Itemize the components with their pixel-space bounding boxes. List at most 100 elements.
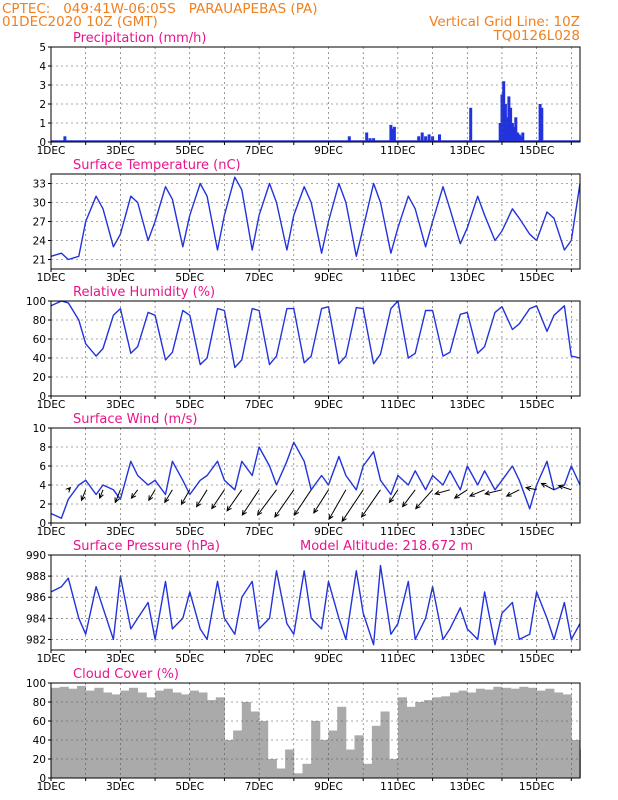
- precipitation-bar: [427, 134, 431, 142]
- cloud-cover-bar: [189, 690, 199, 778]
- precipitation-bar: [389, 124, 393, 142]
- cloud-cover-bar: [146, 697, 156, 779]
- humidity-xtick-label: 1DEC: [37, 399, 66, 411]
- wind-wind-arrow: [468, 489, 485, 497]
- cloud-cover-xtick-label: 11DEC: [380, 781, 415, 793]
- pressure-ytick-label: 982: [26, 634, 46, 646]
- precipitation-xtick-label: 9DEC: [314, 145, 343, 157]
- wind-wind-arrow: [328, 489, 347, 521]
- humidity-xtick-label: 9DEC: [314, 399, 343, 411]
- cloud-cover-frame: [50, 682, 581, 779]
- precipitation-xtick-label: 3DEC: [106, 145, 135, 157]
- cloud-cover-bar: [441, 696, 451, 778]
- precipitation-xtick-label: 7DEC: [245, 145, 274, 157]
- wind-title: Surface Wind (m/s): [73, 412, 197, 427]
- cloud-cover-bar: [449, 692, 459, 778]
- cloud-cover-bar: [328, 730, 338, 778]
- cloud-cover-ytick-label: 100: [26, 678, 46, 690]
- temperature-xtick-label: 9DEC: [314, 272, 343, 284]
- temperature-ytick-label: 24: [33, 236, 47, 248]
- cloud-cover-bar: [467, 692, 477, 778]
- header-model: TQ0126L028: [492, 28, 580, 44]
- temperature-panel: 21 24 27 30 33 1DEC 3DEC 5DEC 7DEC 9DEC 11DEC 13DEC…: [33, 158, 581, 284]
- wind-xtick-label: 7DEC: [245, 526, 274, 538]
- cloud-cover-bar: [406, 706, 416, 779]
- wind-wind-arrow: [241, 489, 260, 516]
- precipitation-xtick-label: 13DEC: [450, 145, 485, 157]
- cloud-cover-bar: [389, 759, 399, 778]
- wind-xtick-label: 9DEC: [314, 526, 343, 538]
- cloud-cover-bar: [215, 697, 225, 779]
- wind-ytick-label: 0: [39, 518, 46, 530]
- wind-wind-arrow: [80, 489, 87, 502]
- wind-ytick-label: 6: [39, 461, 46, 473]
- cloud-cover-title: Cloud Cover (%): [73, 667, 179, 682]
- humidity-xtick-label: 7DEC: [245, 399, 274, 411]
- wind-wind-arrow: [180, 489, 191, 506]
- cloud-cover-bar: [345, 749, 355, 778]
- precipitation-ytick-label: 5: [39, 42, 46, 54]
- cloud-cover-bar: [528, 687, 538, 779]
- precipitation-bar: [514, 117, 518, 142]
- wind-wind-arrow: [540, 482, 555, 491]
- cloud-cover-bar: [259, 721, 269, 778]
- cloud-cover-xtick-label: 3DEC: [106, 781, 135, 793]
- cloud-cover-xtick-label: 7DEC: [245, 781, 274, 793]
- precipitation-bar: [540, 107, 544, 142]
- cloud-cover-bar: [458, 690, 468, 778]
- humidity-ytick-label: 100: [26, 296, 46, 308]
- cloud-cover-ytick-label: 80: [33, 697, 46, 709]
- cloud-cover-bar: [371, 725, 381, 779]
- precipitation-ytick-label: 3: [39, 80, 46, 92]
- cloud-cover-bar: [337, 706, 347, 779]
- temperature-xtick-label: 15DEC: [519, 272, 554, 284]
- cloud-cover-xtick-label: 9DEC: [314, 781, 343, 793]
- wind-wind-arrow: [195, 489, 208, 508]
- cloud-cover-bar: [571, 740, 581, 778]
- cloud-cover-bar: [311, 721, 321, 778]
- cloud-cover-bar: [562, 694, 572, 778]
- precipitation-bar: [503, 104, 507, 142]
- cloud-cover-bar: [536, 690, 546, 778]
- wind-xtick-label: 11DEC: [380, 526, 415, 538]
- pressure-xtick-label: 15DEC: [519, 653, 554, 665]
- precipitation-xtick-label: 5DEC: [175, 145, 204, 157]
- precipitation-bar: [420, 132, 424, 142]
- precipitation-bar: [538, 104, 542, 142]
- wind-wind-arrow: [211, 489, 225, 510]
- temperature-xtick-label: 11DEC: [380, 272, 415, 284]
- pressure-ytick-label: 988: [26, 571, 46, 583]
- precipitation-ytick-label: 2: [39, 99, 46, 111]
- pressure-ytick-label: 986: [26, 592, 46, 604]
- cloud-cover-ytick-label: 60: [33, 716, 46, 728]
- precipitation-bar: [512, 126, 516, 142]
- temperature-title: Surface Temperature (nC): [73, 158, 241, 173]
- humidity-ytick-label: 40: [33, 353, 46, 365]
- humidity-xtick-label: 15DEC: [519, 399, 554, 411]
- wind-wind-arrow: [274, 489, 295, 518]
- humidity-series-line: [50, 300, 581, 369]
- wind-wind-arrow: [114, 489, 121, 504]
- cloud-cover-xtick-label: 5DEC: [175, 781, 204, 793]
- wind-wind-arrow: [388, 489, 399, 504]
- cloud-cover-bar: [380, 711, 390, 778]
- wind-wind-arrow: [524, 485, 537, 492]
- cloud-cover-ytick-label: 40: [33, 735, 46, 747]
- precipitation-bar: [438, 134, 441, 142]
- precipitation-bar: [505, 117, 509, 142]
- wind-wind-arrow: [434, 489, 451, 496]
- cloud-cover-bar: [363, 763, 373, 779]
- cloud-cover-bar: [111, 694, 121, 778]
- humidity-xtick-label: 13DEC: [450, 399, 485, 411]
- wind-ytick-label: 10: [33, 423, 46, 435]
- precipitation-bar: [347, 136, 351, 142]
- cloud-cover-bar: [354, 735, 364, 779]
- wind-wind-arrow: [130, 489, 139, 499]
- precipitation-bar: [521, 132, 525, 142]
- cloud-cover-bar: [198, 692, 208, 778]
- precipitation-frame: [50, 46, 581, 143]
- cloud-cover-bar: [224, 740, 234, 778]
- wind-wind-arrow: [415, 489, 433, 510]
- precipitation-bar: [391, 128, 395, 142]
- wind-wind-arrow: [256, 489, 277, 516]
